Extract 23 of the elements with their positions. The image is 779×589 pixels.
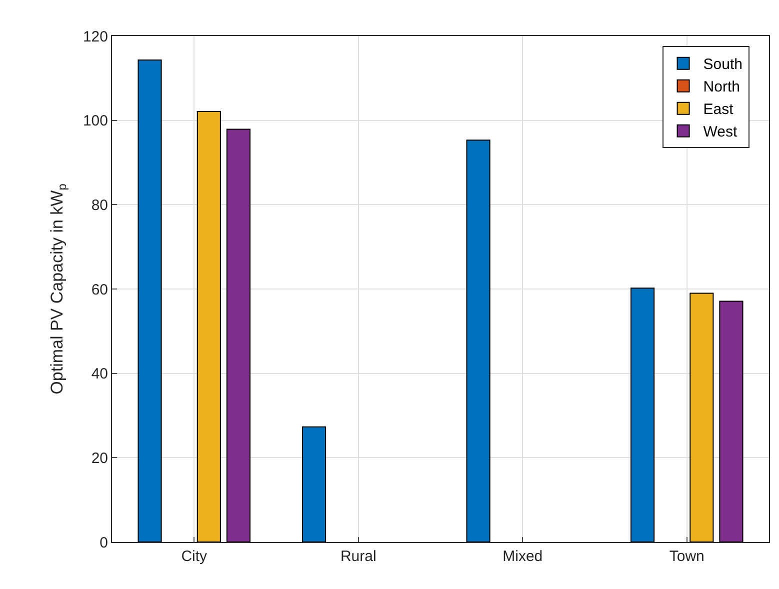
y-tick-label: 40 (91, 366, 108, 383)
y-tick-label: 60 (91, 281, 108, 298)
legend-label: South (703, 56, 742, 74)
x-tick-label: Rural (340, 548, 376, 565)
bar (630, 288, 655, 542)
legend-label: East (703, 101, 734, 118)
y-tick-label: 100 (82, 112, 108, 130)
bar (302, 426, 326, 542)
y-tick-label: 80 (91, 196, 108, 214)
x-tick-label: Town (669, 548, 704, 565)
bar (690, 292, 714, 542)
y-tick-label: 120 (82, 28, 108, 46)
legend-label: West (703, 124, 738, 141)
bar (719, 300, 744, 542)
bar (226, 128, 250, 542)
y-tick-label: 0 (100, 534, 108, 552)
bar (466, 140, 490, 542)
x-tick-label: City (181, 548, 208, 565)
bar (196, 110, 221, 542)
bar (138, 60, 162, 542)
y-tick-label: 20 (91, 450, 108, 467)
x-tick-label: Mixed (502, 548, 543, 565)
legend-label: North (703, 78, 740, 96)
